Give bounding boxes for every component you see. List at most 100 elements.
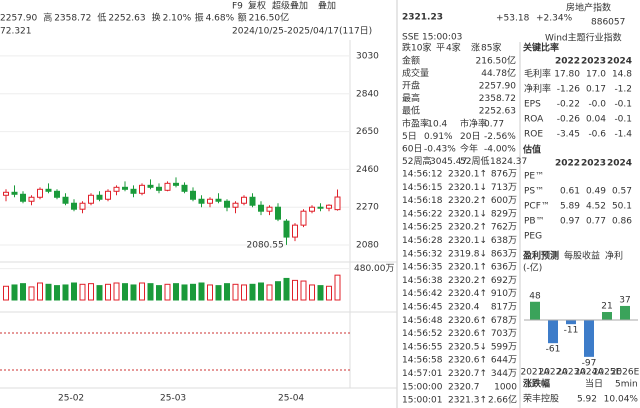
trade-time: 14:56:28 [402, 236, 443, 246]
date-range: 2024/10/25-2025/04/17(117日) [232, 26, 372, 37]
x-tick-label: 25-03 [160, 394, 186, 404]
cell: 0.49 [586, 187, 606, 197]
candle-body [79, 202, 86, 210]
volume-bar [241, 284, 247, 301]
data-label: -61 [546, 345, 561, 355]
trade-volume: 910万 [491, 289, 517, 299]
trade-price: 2320.5↓ [448, 342, 487, 352]
year-header: 2023 [581, 57, 606, 67]
candle-body [20, 193, 26, 202]
forecast-bar [548, 320, 558, 344]
price-change-pct: +2.34% [536, 14, 573, 24]
cell: -0.1 [614, 100, 632, 110]
tab[interactable]: 当日 [585, 378, 603, 390]
cell: -0.0 [588, 100, 606, 110]
trade-volume: 600万 [491, 196, 517, 206]
volume-bar [317, 285, 324, 301]
section-title: 涨跌幅 [523, 378, 550, 390]
stat-label: 最低 [402, 105, 420, 117]
unit-label: (-亿) [523, 262, 542, 274]
row-label: PB™ [524, 217, 545, 227]
trade-time: 15:00:00 [402, 382, 443, 392]
cell: 0.17 [586, 85, 606, 95]
volume-bar [232, 283, 239, 301]
stat-value: 2252.63 [479, 107, 516, 117]
index-category: Wind主题行业指数 [545, 32, 622, 44]
trade-volume: 817万 [491, 303, 517, 313]
candle-body [292, 224, 298, 238]
trade-time: 14:56:48 [402, 316, 443, 326]
volume-bar [207, 284, 213, 301]
toolbar-button[interactable]: 复权 [248, 0, 266, 12]
tab[interactable]: 净利 [605, 250, 623, 262]
volume-bar [45, 283, 52, 301]
data-label: -11 [564, 326, 579, 336]
candle-body [181, 184, 188, 192]
row-label: ROE [524, 130, 543, 140]
x-tick-label: 25-02 [58, 394, 84, 404]
row-label: PCF™ [524, 202, 550, 212]
section-title: 关键比率 [523, 42, 559, 54]
stat-label: 5日 [402, 131, 417, 142]
candle-body [232, 202, 239, 208]
volume-bar [3, 285, 9, 301]
cell: 0.04 [586, 115, 606, 125]
candle-body [275, 206, 281, 220]
trade-time: 14:56:52 [402, 329, 442, 339]
trade-price: 2320.7↑ [448, 369, 487, 379]
stat-label: 52周低 [460, 155, 489, 167]
cell: 50.1 [612, 202, 632, 212]
data-label: 21 [601, 302, 612, 312]
stat-label: 金额 [402, 55, 420, 67]
trade-time: 14:56:35 [402, 263, 442, 273]
candle-body [309, 206, 315, 212]
candle-body [300, 210, 307, 226]
candle-body [326, 204, 332, 209]
volume-bar [266, 284, 273, 301]
toolbar-button[interactable]: 叠加 [318, 1, 336, 12]
stat-value: 0.77 [484, 120, 504, 130]
quote-item: 2.10% [163, 14, 192, 24]
quote-item: 低 [97, 12, 106, 24]
data-label: -97 [582, 358, 597, 368]
volume-bar [249, 283, 256, 301]
year-header: 2023 [581, 159, 606, 169]
x-tick-label: 2023A [556, 368, 586, 378]
candle-body [164, 182, 171, 191]
volume-bar [215, 285, 222, 301]
tab[interactable]: 盈利预测 [522, 250, 559, 262]
tab[interactable]: 5min [615, 380, 638, 390]
toolbar-button[interactable]: 超级叠加 [272, 0, 308, 12]
toolbar-button[interactable]: F9 [232, 2, 243, 12]
trade-price: 2319.8↓ [448, 249, 487, 259]
volume-bar [283, 277, 290, 301]
candle-body [241, 196, 247, 204]
breadth: 涨 [471, 43, 480, 54]
trade-price: 2320.6↑ [448, 356, 487, 366]
cell: -0.26 [557, 115, 581, 125]
y-tick-label: 480.00万 [354, 264, 395, 274]
trade-price: 2320.1↓ [448, 209, 487, 219]
candle-body [198, 198, 205, 204]
y-tick-label: 2460 [356, 165, 379, 175]
trade-time: 14:56:55 [402, 342, 442, 352]
tab[interactable]: 每股收益 [564, 250, 600, 262]
trade-price: 2320.1↑ [448, 263, 487, 273]
candle-body [334, 196, 341, 211]
trade-volume: 599万 [491, 342, 517, 352]
year-header: 2022 [555, 159, 580, 169]
cell: 0.77 [586, 217, 606, 227]
volume-bar [71, 282, 77, 301]
trade-volume: 644万 [491, 356, 517, 366]
stat-value: 44.78亿 [481, 67, 516, 79]
volume-bar [300, 280, 307, 301]
trade-price: 2321.3↑ [448, 396, 487, 406]
stat-value: 3045.47 [430, 157, 467, 167]
candle-body [258, 204, 264, 212]
cell: -0.1 [614, 115, 632, 125]
cell: 14.8 [612, 70, 632, 80]
trade-price: 2320.2↑ [448, 196, 487, 206]
trade-time: 14:57:01 [402, 369, 442, 379]
volume-bar [62, 284, 69, 301]
trade-volume: 2.66亿 [488, 394, 517, 406]
